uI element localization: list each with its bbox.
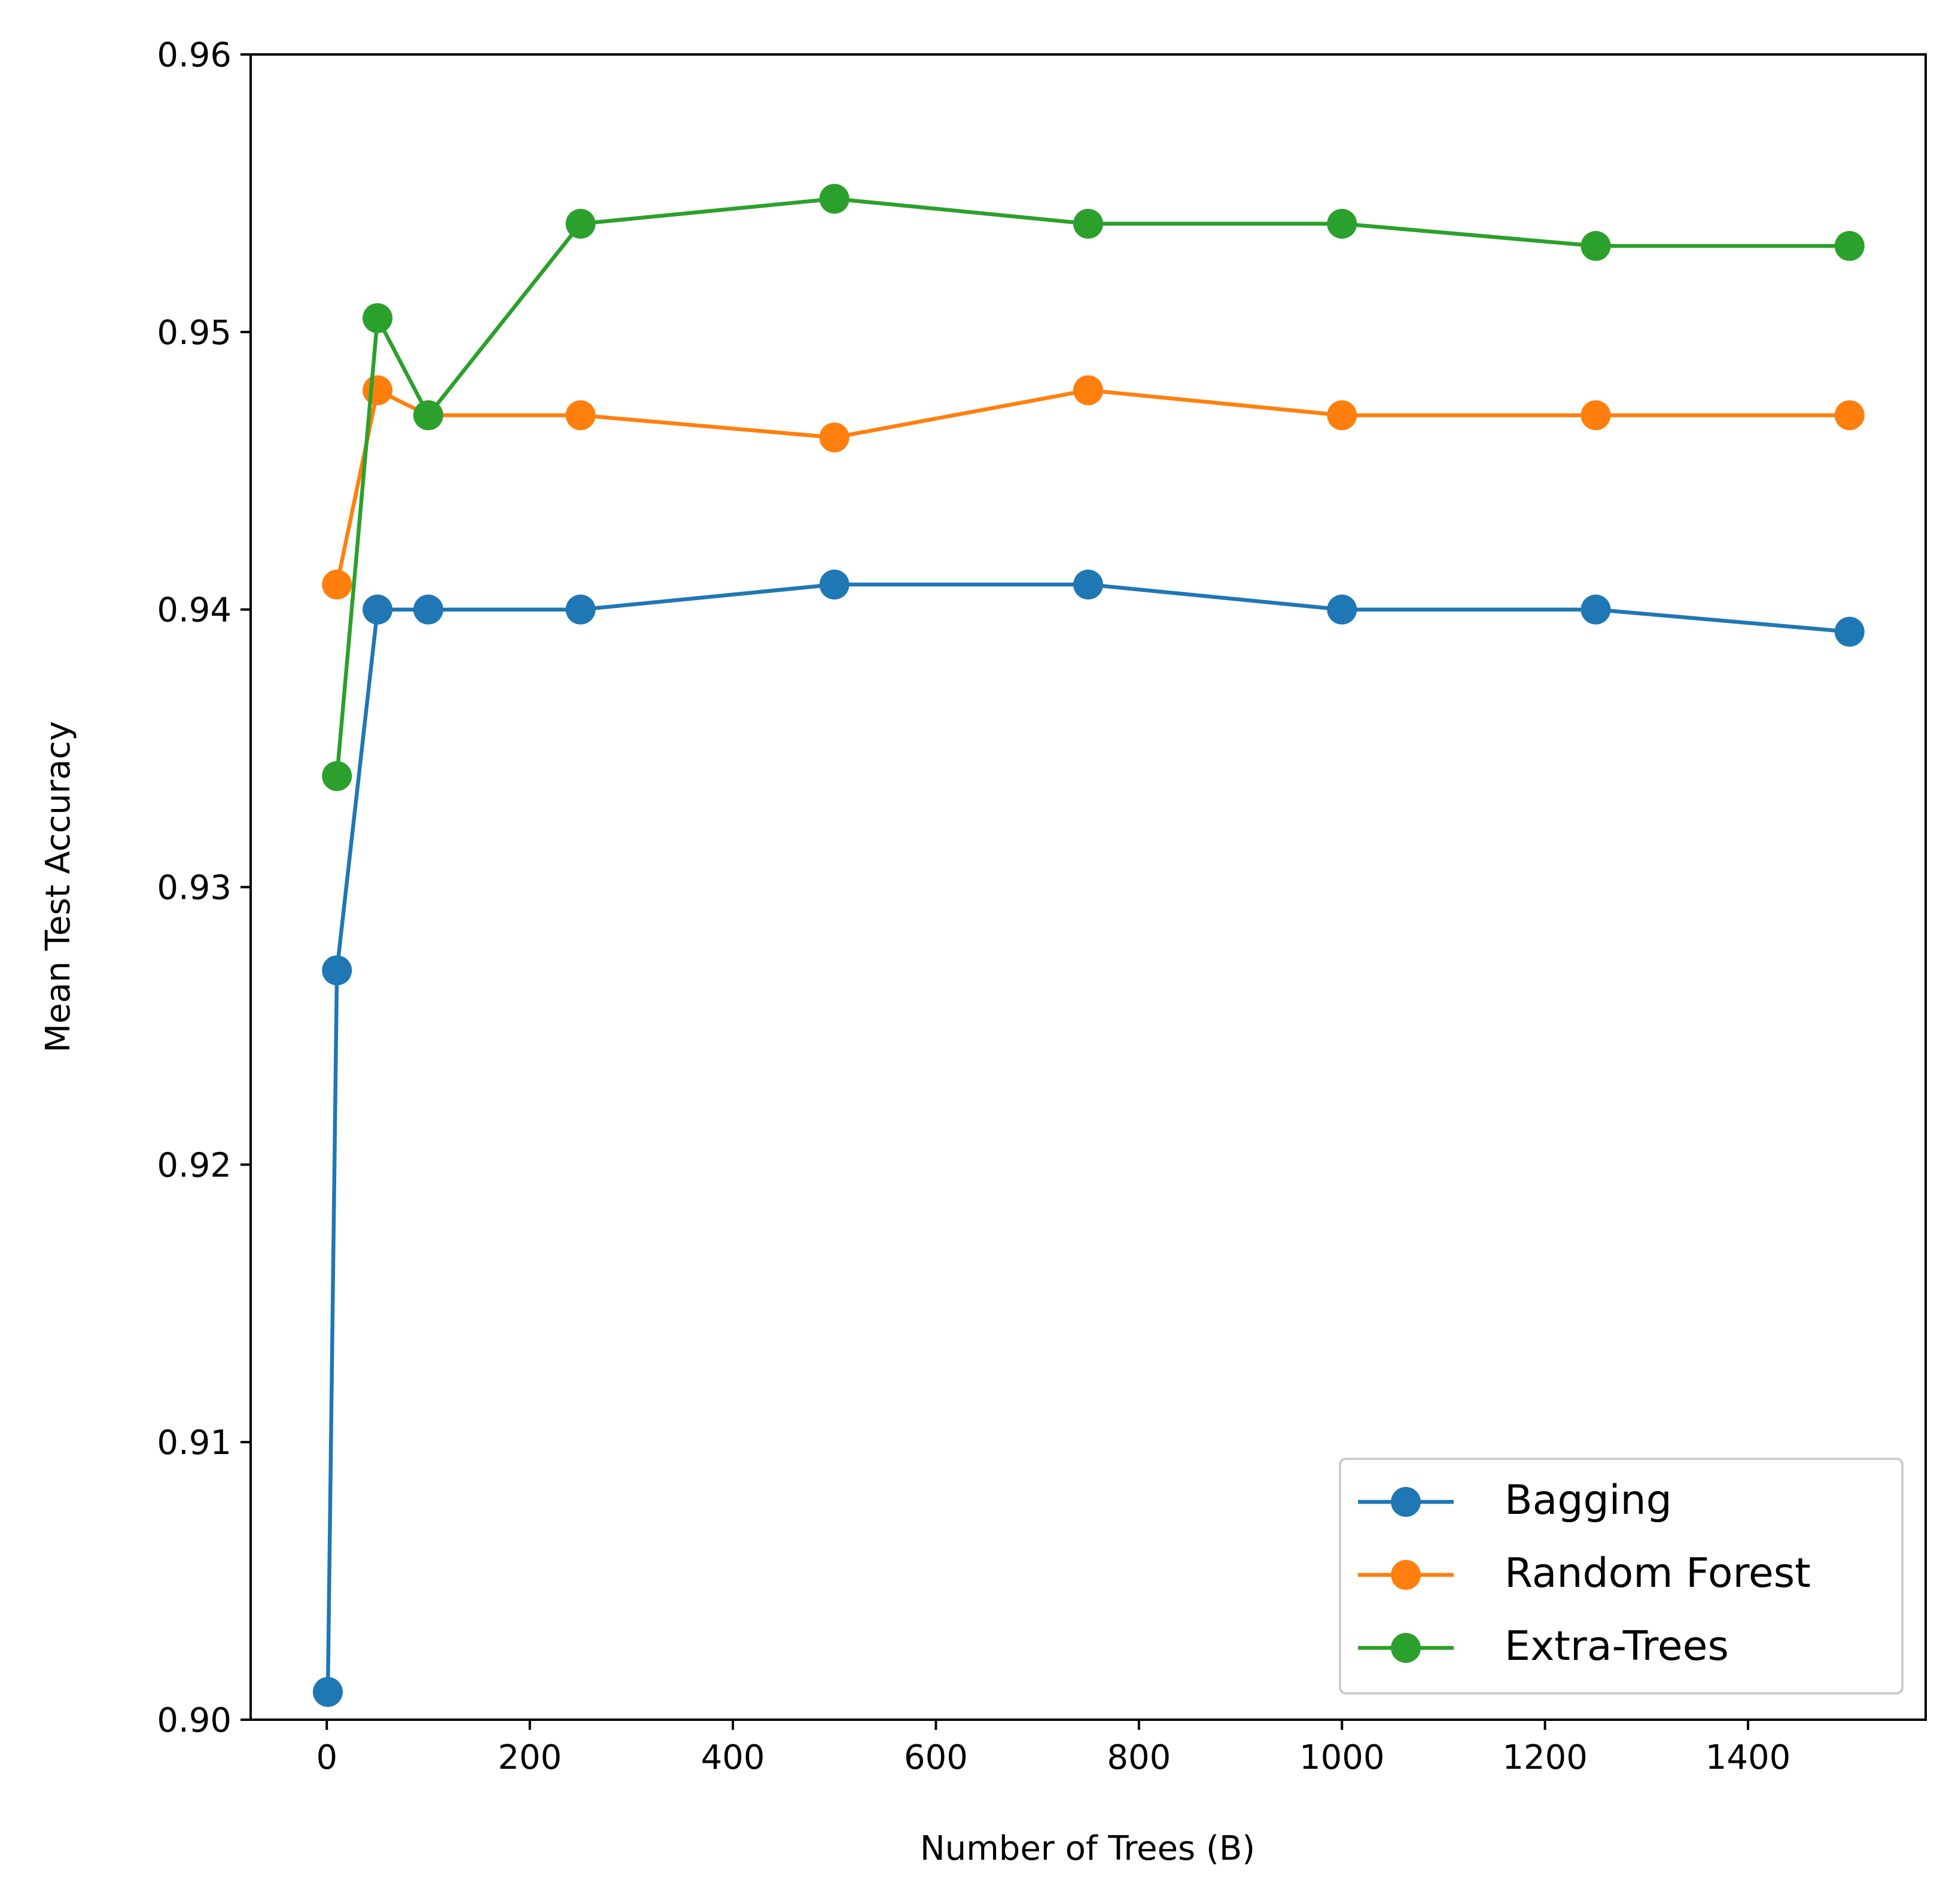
x-tick-label: 0 [316,1738,337,1777]
axis-ticks: 0 200 400 600 800 1000 1200 1400 0.90 0.91 0.92 0.9… [157,36,1790,1777]
legend-marker-extra-trees [1391,1633,1421,1663]
x-tick-label: 800 [1107,1738,1171,1777]
series-random-forest [322,375,1865,600]
x-tick-label: 400 [701,1738,765,1777]
y-tick-label: 0.96 [157,36,232,75]
series-extra-trees [322,184,1865,791]
data-point-extra-trees [565,208,596,239]
legend: Bagging Random Forest Extra-Trees [1339,1458,1904,1695]
data-point-bagging [1834,616,1865,647]
x-tick-label: 1000 [1299,1738,1385,1777]
data-point-extra-trees [363,303,393,333]
data-point-bagging [312,1677,343,1707]
data-point-extra-trees [1834,231,1865,261]
data-point-random-forest [565,400,596,430]
x-tick-label: 1200 [1502,1738,1588,1777]
data-point-extra-trees [1581,231,1611,261]
series-line-bagging [325,582,1852,1694]
y-tick-label: 0.95 [157,314,232,352]
data-point-extra-trees [1327,208,1357,239]
data-point-extra-trees [819,184,849,214]
y-tick-label: 0.94 [157,591,232,630]
y-tick-label: 0.90 [157,1701,232,1740]
x-axis-label: Number of Trees (B) [920,1829,1255,1868]
data-point-bagging [819,569,849,600]
data-point-extra-trees [1073,208,1103,239]
y-tick-label: 0.93 [157,869,232,908]
y-tick-label: 0.91 [157,1424,232,1462]
legend-label-extra-trees: Extra-Trees [1505,1623,1729,1670]
legend-frame [1339,1458,1904,1695]
data-point-random-forest [1073,375,1103,406]
data-point-bagging [1073,569,1103,600]
x-tick-label: 600 [904,1738,968,1777]
legend-marker-random-forest [1391,1560,1421,1590]
x-tick-label: 200 [498,1738,562,1777]
legend-label-bagging: Bagging [1505,1477,1672,1524]
data-point-bagging [322,955,352,986]
data-point-random-forest [1581,400,1611,430]
series-layer [312,184,1865,1707]
data-point-random-forest [1327,400,1357,430]
data-point-bagging [565,594,596,625]
legend-label-random-forest: Random Forest [1505,1550,1811,1597]
data-point-random-forest [322,569,352,600]
data-point-random-forest [819,422,849,453]
legend-marker-bagging [1391,1487,1421,1517]
plot-frame [249,53,1927,1721]
data-point-random-forest [1834,400,1865,430]
y-axis-label: Mean Test Accuracy [39,721,78,1053]
series-bagging [312,569,1865,1707]
data-point-bagging [1581,594,1611,625]
data-point-bagging [413,594,443,625]
data-point-extra-trees [413,400,443,430]
data-point-bagging [363,594,393,625]
data-point-extra-trees [322,761,352,791]
y-tick-label: 0.92 [157,1146,232,1185]
x-tick-label: 1400 [1706,1738,1791,1777]
data-point-random-forest [363,375,393,406]
data-point-bagging [1327,594,1357,625]
